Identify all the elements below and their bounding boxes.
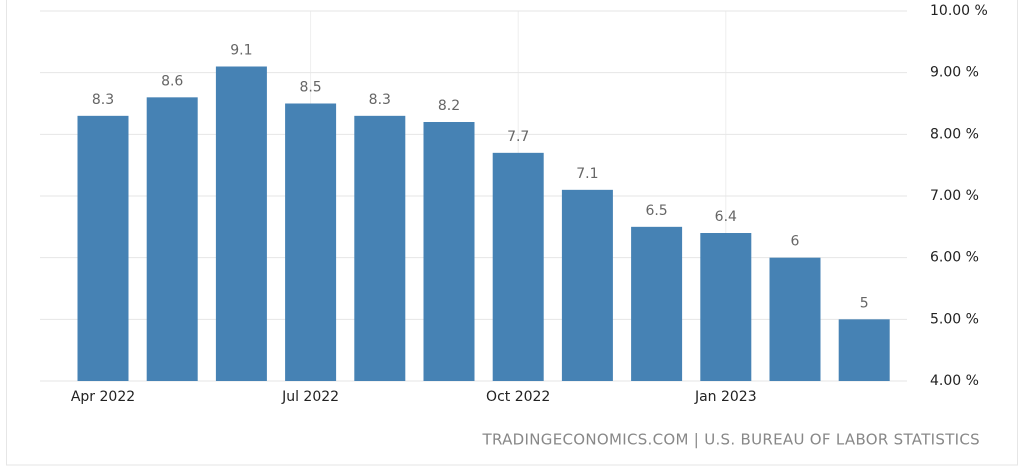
value-label: 8.2 (438, 98, 460, 114)
y-tick-label: 5.00 % (930, 311, 979, 327)
value-label: 6.5 (645, 203, 667, 219)
value-label: 8.3 (92, 92, 114, 108)
bar (215, 66, 267, 381)
source-note: TRADINGECONOMICS.COM | U.S. BUREAU OF LA… (482, 431, 980, 449)
value-label: 8.5 (299, 80, 321, 96)
y-tick-label: 4.00 % (930, 373, 979, 389)
x-tick-label: Oct 2022 (486, 389, 550, 405)
bar (354, 115, 406, 381)
x-tick-label: Jan 2023 (694, 389, 757, 405)
bar (769, 257, 821, 381)
y-tick-label: 10.00 % (930, 3, 988, 19)
value-label: 8.3 (369, 92, 391, 108)
chart-frame (6, 0, 1018, 466)
y-tick-label: 7.00 % (930, 188, 979, 204)
y-tick-label: 8.00 % (930, 126, 979, 142)
value-label: 7.1 (576, 166, 598, 182)
x-tick-label: Jul 2022 (281, 389, 339, 405)
value-label: 8.6 (161, 73, 183, 89)
x-tick-label: Apr 2022 (71, 389, 135, 405)
y-tick-label: 6.00 % (930, 250, 979, 266)
bar (700, 233, 752, 381)
value-label: 6.4 (715, 209, 737, 225)
bar (423, 122, 475, 381)
value-label: 5 (860, 295, 869, 311)
value-label: 7.7 (507, 129, 529, 145)
bar (561, 189, 613, 381)
bar (838, 319, 890, 381)
value-label: 6 (791, 234, 800, 250)
bar (146, 97, 198, 381)
bar (631, 226, 683, 381)
bar (77, 115, 129, 381)
y-tick-label: 9.00 % (930, 65, 979, 81)
value-label: 9.1 (230, 43, 252, 59)
bar (492, 152, 544, 381)
bar (285, 103, 337, 381)
